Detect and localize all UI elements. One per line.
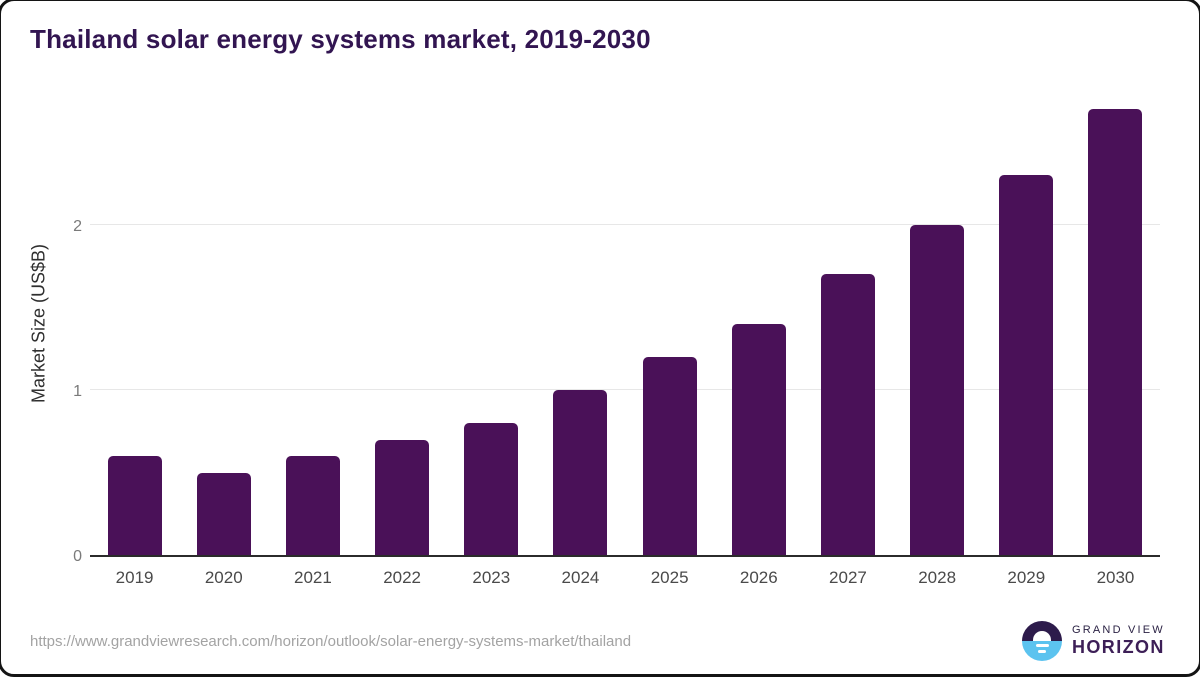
sun-reflection-line [1036, 644, 1049, 647]
bar-slot-2023 [447, 90, 536, 555]
logo-text-grand-view: GRAND VIEW [1072, 624, 1165, 637]
bar-slot-2024 [536, 90, 625, 555]
bar-2028 [910, 224, 965, 555]
x-tick-label-2026: 2026 [739, 568, 778, 587]
y-tick-label: 2 [73, 217, 82, 235]
x-tick-label-2025: 2025 [650, 568, 689, 587]
bar-slot-2020 [179, 90, 268, 555]
bar-2024 [553, 389, 608, 555]
y-tick-label: 1 [73, 382, 82, 400]
bar-slot-2026 [714, 90, 803, 555]
sun-icon [1033, 631, 1051, 641]
grand-view-horizon-logo: GRAND VIEW HORIZON [1022, 621, 1165, 661]
bar-slot-2030 [1071, 90, 1160, 555]
bar-2026 [731, 323, 786, 555]
bar-2021 [285, 456, 340, 555]
y-tick-label: 0 [73, 548, 82, 565]
bar-slot-2028 [893, 90, 982, 555]
chart-title: Thailand solar energy systems market, 20… [30, 24, 651, 54]
bar-2025 [642, 356, 697, 555]
bar-slot-2029 [982, 90, 1071, 555]
x-tick-label-2020: 2020 [204, 568, 243, 587]
plot-area [90, 90, 1160, 557]
bar-2030 [1088, 109, 1143, 555]
x-tick-label-2022: 2022 [383, 568, 422, 587]
x-tick-label-2021: 2021 [294, 568, 332, 587]
bar-2022 [375, 439, 430, 555]
gridline [90, 388, 1160, 390]
horizon-sun-icon [1022, 621, 1062, 661]
bar-slot-2019 [90, 90, 179, 555]
bar-2020 [196, 472, 251, 555]
bar-2029 [999, 175, 1054, 555]
x-tick-label-2028: 2028 [918, 568, 957, 587]
x-tick-label-2030: 2030 [1096, 568, 1135, 587]
bar-2019 [107, 456, 162, 555]
x-axis-labels: 2019 2020 2021 2022 2023 2024 2025 2026 2027 2028… [90, 568, 1160, 588]
bars-container [90, 90, 1160, 555]
bar-slot-2022 [358, 90, 447, 555]
x-tick-label-2027: 2027 [829, 568, 867, 587]
bar-2023 [464, 423, 519, 555]
x-tick-label-2029: 2029 [1007, 568, 1046, 587]
logo-text: GRAND VIEW HORIZON [1072, 624, 1165, 657]
x-tick-label-2019: 2019 [115, 568, 154, 587]
logo-text-horizon: HORIZON [1072, 636, 1165, 657]
bar-slot-2021 [268, 90, 357, 555]
bar-slot-2027 [803, 90, 892, 555]
x-tick-label-2024: 2024 [561, 568, 600, 587]
source-url: https://www.grandviewresearch.com/horizo… [30, 633, 632, 650]
bar-slot-2025 [625, 90, 714, 555]
y-axis-ticks: 0 1 2 [38, 90, 82, 565]
x-tick-label-2023: 2023 [472, 568, 511, 587]
bar-2027 [820, 274, 875, 555]
gridline [90, 223, 1160, 225]
sun-reflection-line [1038, 650, 1046, 653]
